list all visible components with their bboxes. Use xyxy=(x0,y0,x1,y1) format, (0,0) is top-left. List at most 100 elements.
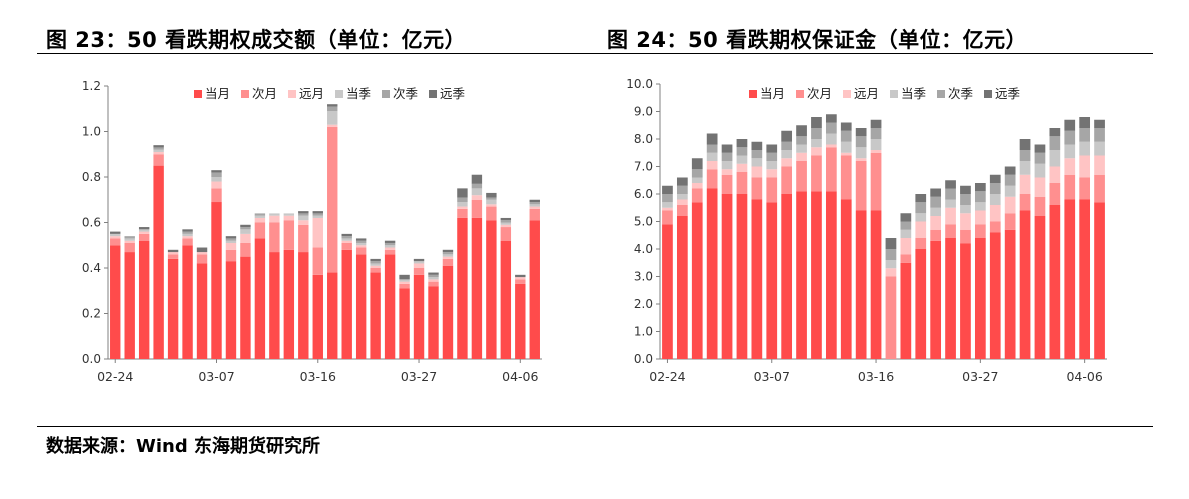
bar-segment xyxy=(515,274,526,278)
bar-segment xyxy=(355,247,367,255)
bar-segment xyxy=(254,213,266,216)
y-tick-label: 6.0 xyxy=(634,187,653,201)
bar-segment xyxy=(124,240,135,243)
bar-segment xyxy=(254,217,266,223)
bar-segment xyxy=(960,194,971,205)
bar-segment xyxy=(153,147,164,150)
bar-segment xyxy=(662,210,673,225)
bar-segment xyxy=(269,213,280,216)
bar-segment xyxy=(706,144,718,153)
bar-segment xyxy=(781,130,793,142)
bar-segment xyxy=(1094,155,1105,175)
bar-segment xyxy=(691,183,703,189)
bar-segment xyxy=(974,224,986,238)
bar-segment xyxy=(399,288,410,359)
bar-segment xyxy=(471,195,483,200)
bar-segment xyxy=(471,183,483,189)
bar-segment xyxy=(945,207,956,225)
legend-label: 远月 xyxy=(854,86,879,101)
bar-segment xyxy=(327,126,338,273)
bar-segment xyxy=(930,188,942,197)
bar-segment xyxy=(870,139,882,150)
bar-segment xyxy=(298,213,309,216)
bar-segment xyxy=(341,240,352,243)
bar-segment xyxy=(529,220,540,359)
bar-segment xyxy=(840,130,852,142)
bar-segment xyxy=(796,144,807,153)
bar-segment xyxy=(900,213,912,222)
bar-segment xyxy=(442,254,454,257)
bar-segment xyxy=(796,125,807,137)
bar-segment xyxy=(989,174,1001,183)
bar-segment xyxy=(811,117,822,128)
bar-segment xyxy=(676,205,688,216)
bar-segment xyxy=(182,233,193,237)
bar-segment xyxy=(399,283,410,289)
bar-segment xyxy=(182,236,193,239)
bar-segment xyxy=(428,286,439,359)
bar-segment xyxy=(240,224,251,228)
bar-segment xyxy=(781,141,793,150)
y-tick-label: 1.2 xyxy=(82,79,101,93)
bar-segment xyxy=(900,221,912,230)
bar-segment xyxy=(1094,119,1105,128)
bar-segment xyxy=(915,221,927,238)
chart-trading-volume: 0.0 0.2 0.4 0.6 0.8 1.0 1.2 02-24 03-07 03-16 03-2… xyxy=(82,79,542,384)
bar-segment xyxy=(840,152,852,156)
bar-segment xyxy=(153,154,164,166)
bar-segment xyxy=(721,169,733,175)
bar-segment xyxy=(974,202,986,211)
bar-segment xyxy=(500,227,512,241)
bar-segment xyxy=(153,149,164,152)
bar-segment xyxy=(1004,196,1016,214)
bar-segment xyxy=(211,181,222,189)
y-tick-label: 0.0 xyxy=(82,352,101,366)
bar-segment xyxy=(825,114,837,123)
bar-segment xyxy=(662,207,673,211)
y-tick-label: 4.0 xyxy=(634,242,653,256)
bar-segment xyxy=(811,155,822,192)
bar-segment xyxy=(855,136,867,148)
bar-segment xyxy=(1094,128,1105,142)
chart-title-left: 图 23：50 看跌期权成交额（单位：亿元） xyxy=(46,28,467,52)
bar-segment xyxy=(825,144,837,148)
bar-segment xyxy=(457,206,468,209)
bar-segment xyxy=(442,256,454,259)
bar-segment xyxy=(736,147,748,156)
bar-segment xyxy=(370,263,381,266)
x-tick-label: 03-07 xyxy=(198,369,234,384)
bar-segment xyxy=(1079,199,1091,359)
bar-segment xyxy=(796,136,807,145)
bar-segment xyxy=(1004,166,1016,175)
bar-segment xyxy=(471,188,483,196)
legend-label: 当月 xyxy=(205,86,230,101)
bar-segment xyxy=(515,279,526,284)
bar-segment xyxy=(736,139,748,148)
bar-segment xyxy=(110,236,121,239)
bar-segment xyxy=(766,169,778,178)
bar-segment xyxy=(196,247,208,253)
y-tick-label: 5.0 xyxy=(634,215,653,229)
bar-segment xyxy=(1079,128,1091,142)
y-tick-label: 1.0 xyxy=(82,125,101,139)
y-tick-label: 0.6 xyxy=(82,216,101,230)
bar-segment xyxy=(960,243,971,359)
bar-segment xyxy=(1064,144,1076,159)
bar-segment xyxy=(341,242,352,250)
bar-segment xyxy=(298,220,309,225)
bar-segment xyxy=(312,213,323,216)
bar-segment xyxy=(840,199,852,359)
bar-segment xyxy=(870,150,882,153)
bar-segment xyxy=(327,272,338,359)
bar-segment xyxy=(355,240,367,243)
bar-segment xyxy=(225,236,237,239)
bar-segment xyxy=(989,183,1001,194)
legend-swatch xyxy=(749,90,757,98)
bar-segment xyxy=(327,124,338,127)
bar-segment xyxy=(471,199,483,218)
bar-segment xyxy=(796,161,807,192)
bar-segment xyxy=(900,262,912,359)
bar-segment xyxy=(110,233,121,237)
bar-segment xyxy=(486,204,497,207)
bar-segment xyxy=(706,161,718,170)
